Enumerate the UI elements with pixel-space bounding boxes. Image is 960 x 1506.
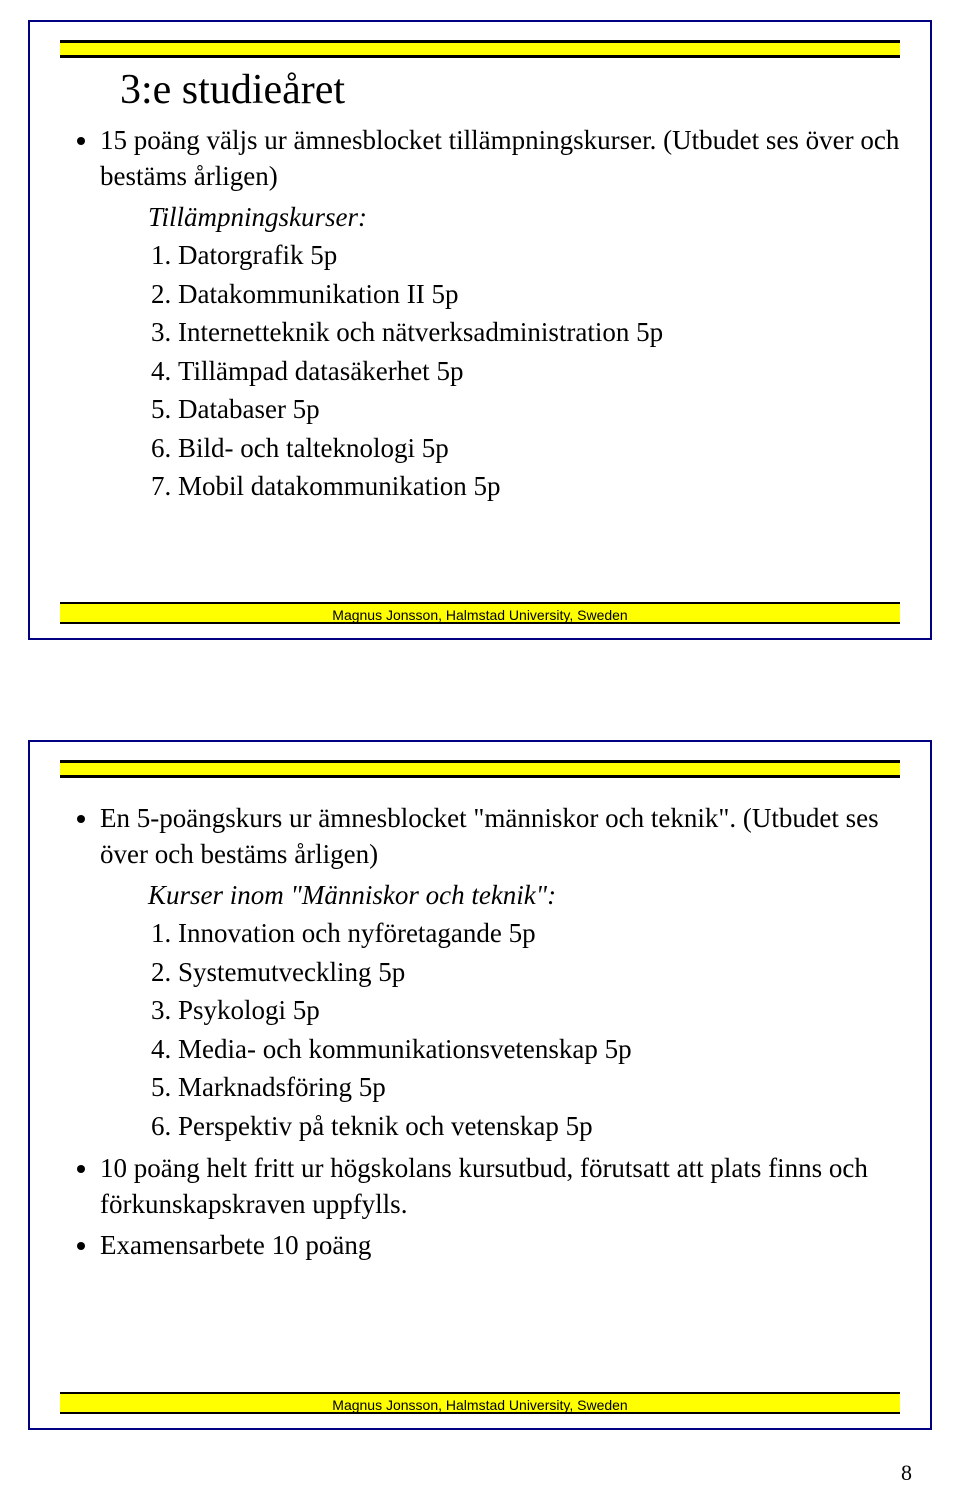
- slide-2: En 5-poängskurs ur ämnesblocket "människ…: [28, 740, 932, 1430]
- list-item: Datakommunikation II 5p: [178, 276, 900, 312]
- list-item: Bild- och talteknologi 5p: [178, 430, 900, 466]
- slide-body: 15 poäng väljs ur ämnesblocket tillämpni…: [60, 122, 900, 504]
- header-rule: [60, 40, 900, 60]
- list-item: Mobil datakommunikation 5p: [178, 468, 900, 504]
- page: 3:e studieåret 15 poäng väljs ur ämnesbl…: [0, 0, 960, 1506]
- list-item: Systemutveckling 5p: [178, 954, 900, 990]
- list-item: Databaser 5p: [178, 391, 900, 427]
- list-item: Internetteknik och nätverksadministratio…: [178, 314, 900, 350]
- list-item: Datorgrafik 5p: [178, 237, 900, 273]
- footer-rule: Magnus Jonsson, Halmstad University, Swe…: [60, 602, 900, 624]
- numbered-list: Innovation och nyföretagande 5p Systemut…: [148, 915, 900, 1144]
- bullet-item: Examensarbete 10 poäng: [100, 1227, 900, 1263]
- bullet-item: 15 poäng väljs ur ämnesblocket tillämpni…: [100, 122, 900, 195]
- list-item: Perspektiv på teknik och vetenskap 5p: [178, 1108, 900, 1144]
- slide-1: 3:e studieåret 15 poäng väljs ur ämnesbl…: [28, 20, 932, 640]
- slide-body: En 5-poängskurs ur ämnesblocket "människ…: [60, 800, 900, 1263]
- list-item: Innovation och nyföretagande 5p: [178, 915, 900, 951]
- list-item: Marknadsföring 5p: [178, 1069, 900, 1105]
- header-rule: [60, 760, 900, 780]
- list-item: Psykologi 5p: [178, 992, 900, 1028]
- slide-title: 3:e studieåret: [120, 66, 900, 114]
- bullet-item: En 5-poängskurs ur ämnesblocket "människ…: [100, 800, 900, 873]
- bullet-item: 10 poäng helt fritt ur högskolans kursut…: [100, 1150, 900, 1223]
- list-item: Media- och kommunikationsvetenskap 5p: [178, 1031, 900, 1067]
- numbered-list: Datorgrafik 5p Datakommunikation II 5p I…: [148, 237, 900, 504]
- page-number: 8: [901, 1460, 912, 1486]
- list-item: Tillämpad datasäkerhet 5p: [178, 353, 900, 389]
- sub-heading: Tillämpningskurser:: [148, 199, 900, 235]
- footer-text: Magnus Jonsson, Halmstad University, Swe…: [60, 606, 900, 624]
- footer-text: Magnus Jonsson, Halmstad University, Swe…: [60, 1396, 900, 1414]
- footer-rule: Magnus Jonsson, Halmstad University, Swe…: [60, 1392, 900, 1414]
- sub-heading: Kurser inom "Människor och teknik":: [148, 877, 900, 913]
